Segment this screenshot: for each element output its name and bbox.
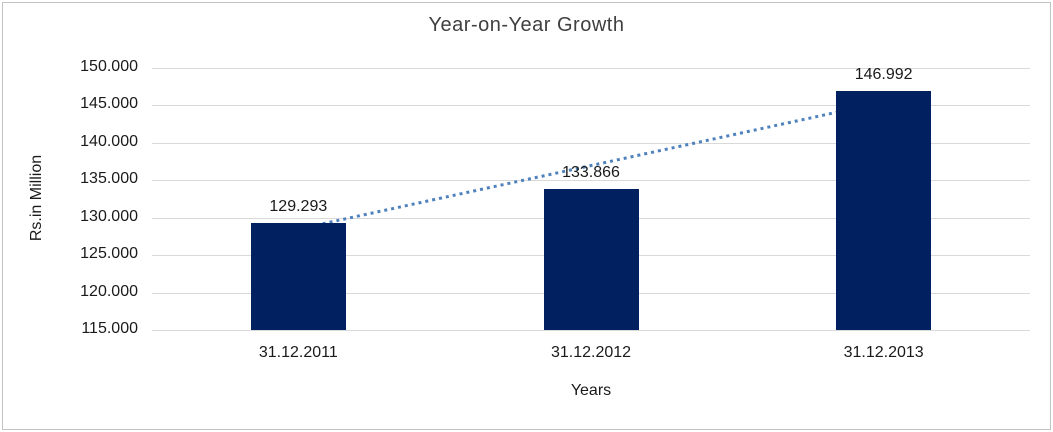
y-tick-label: 135.000: [80, 170, 138, 188]
gridline: [152, 68, 1030, 69]
bar-value-label: 146.992: [854, 65, 913, 83]
bar-value-label: 133.866: [562, 163, 620, 181]
y-tick-label: 130.000: [80, 207, 138, 225]
y-tick-label: 140.000: [80, 132, 138, 150]
chart-title: Year-on-Year Growth: [428, 14, 625, 36]
x-tick-label: 31.12.2013: [843, 344, 924, 361]
bar-value-label: 129.293: [269, 198, 328, 215]
bar: [836, 90, 932, 330]
x-axis-title: Years: [570, 382, 612, 399]
y-axis-title: Rs.in Million: [28, 154, 45, 242]
y-tick-label: 115.000: [81, 320, 138, 337]
y-tick-label: 145.000: [80, 95, 138, 113]
y-tick-label: 125.000: [80, 245, 138, 263]
y-tick-label: 120.000: [80, 282, 138, 300]
gridline: [152, 330, 1030, 331]
x-tick-label: 31.12.2012: [550, 344, 632, 361]
x-tick-label: 31.12.2011: [258, 344, 338, 361]
y-tick-label: 150.000: [80, 58, 138, 75]
bar: [250, 223, 346, 330]
bar: [543, 188, 639, 330]
